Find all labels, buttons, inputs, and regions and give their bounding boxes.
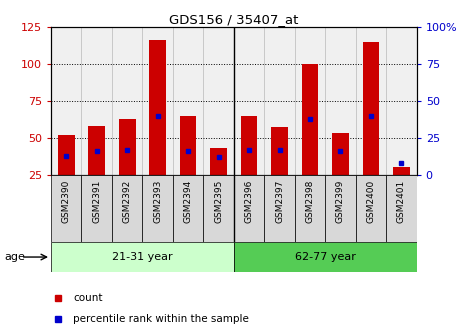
Text: GSM2398: GSM2398 (306, 180, 314, 223)
Text: GSM2401: GSM2401 (397, 180, 406, 223)
Text: GSM2396: GSM2396 (244, 180, 254, 223)
Text: GSM2394: GSM2394 (184, 180, 193, 223)
FancyBboxPatch shape (203, 175, 234, 242)
FancyBboxPatch shape (51, 242, 234, 272)
Text: percentile rank within the sample: percentile rank within the sample (73, 314, 249, 324)
Text: 62-77 year: 62-77 year (295, 252, 356, 262)
Bar (332, 133, 349, 175)
FancyBboxPatch shape (51, 175, 81, 242)
Bar (173, 27, 203, 175)
Bar (81, 27, 112, 175)
Bar (264, 27, 295, 175)
Bar (58, 135, 75, 175)
FancyBboxPatch shape (356, 175, 386, 242)
Text: GSM2390: GSM2390 (62, 180, 71, 223)
FancyBboxPatch shape (112, 175, 143, 242)
Bar (234, 27, 264, 175)
Text: GSM2397: GSM2397 (275, 180, 284, 223)
Bar (271, 127, 288, 175)
Bar (180, 116, 196, 175)
Text: GSM2399: GSM2399 (336, 180, 345, 223)
FancyBboxPatch shape (234, 242, 417, 272)
Bar (241, 116, 257, 175)
Bar (51, 27, 81, 175)
Bar (386, 27, 417, 175)
Text: age: age (5, 252, 25, 262)
Bar (301, 64, 319, 175)
Text: GSM2400: GSM2400 (367, 180, 375, 223)
Text: 21-31 year: 21-31 year (112, 252, 173, 262)
Bar (203, 27, 234, 175)
FancyBboxPatch shape (81, 175, 112, 242)
Bar (393, 167, 410, 175)
Text: GSM2393: GSM2393 (153, 180, 162, 223)
Bar (149, 40, 166, 175)
FancyBboxPatch shape (234, 175, 264, 242)
FancyBboxPatch shape (143, 175, 173, 242)
Bar (112, 27, 143, 175)
Bar (356, 27, 386, 175)
FancyBboxPatch shape (173, 175, 203, 242)
Bar (363, 42, 379, 175)
Text: GSM2391: GSM2391 (92, 180, 101, 223)
Text: GSM2395: GSM2395 (214, 180, 223, 223)
FancyBboxPatch shape (264, 175, 295, 242)
Text: GSM2392: GSM2392 (123, 180, 131, 223)
FancyBboxPatch shape (295, 175, 325, 242)
FancyBboxPatch shape (386, 175, 417, 242)
Bar (295, 27, 325, 175)
Bar (210, 148, 227, 175)
Bar (88, 126, 105, 175)
Title: GDS156 / 35407_at: GDS156 / 35407_at (169, 13, 299, 26)
Bar (119, 119, 136, 175)
Text: count: count (73, 293, 102, 303)
FancyBboxPatch shape (325, 175, 356, 242)
Bar (143, 27, 173, 175)
Bar (325, 27, 356, 175)
